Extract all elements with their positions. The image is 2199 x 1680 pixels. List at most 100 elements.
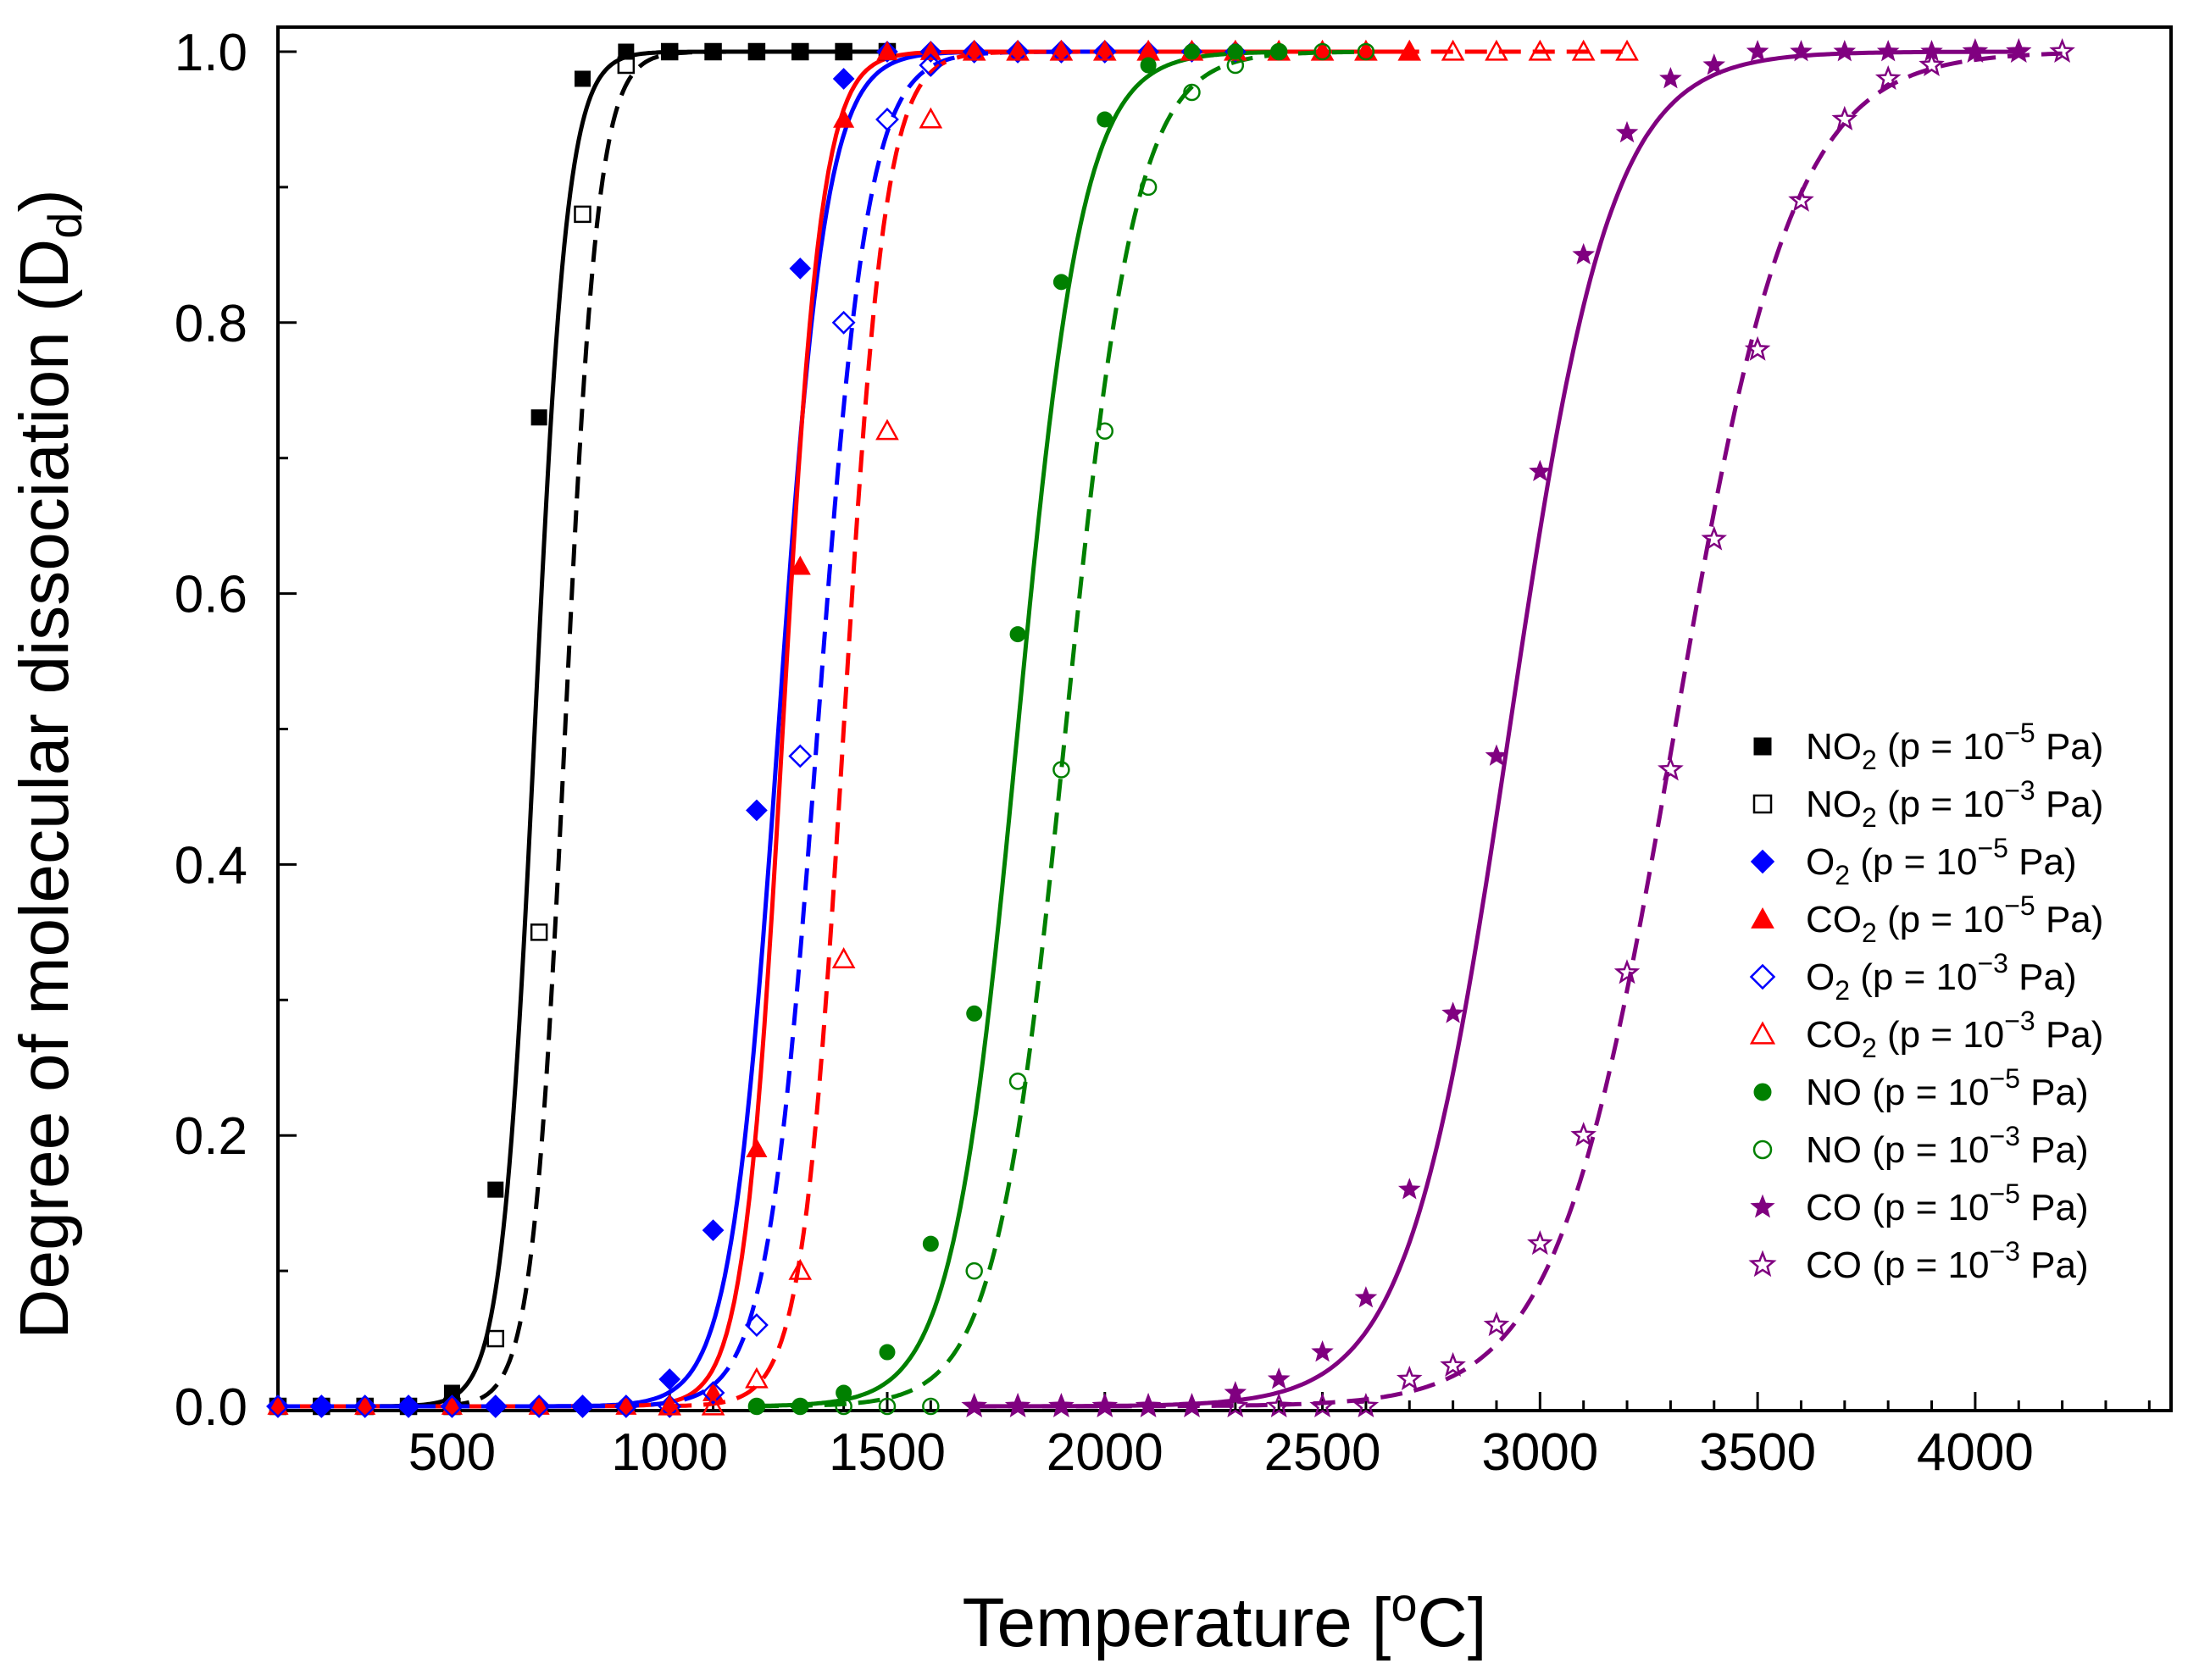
data-point bbox=[1183, 83, 1201, 102]
data-point bbox=[1485, 744, 1508, 766]
x-tick-label: 500 bbox=[408, 1423, 496, 1482]
legend-label: NO (p = 10−3 Pa) bbox=[1806, 1121, 2089, 1171]
data-point bbox=[831, 947, 856, 968]
legend-label: CO2 (p = 10−5 Pa) bbox=[1806, 890, 2103, 948]
data-point bbox=[527, 1394, 552, 1418]
data-point bbox=[1527, 1229, 1553, 1256]
data-point bbox=[791, 1397, 809, 1416]
data-point bbox=[789, 555, 811, 575]
data-point bbox=[789, 257, 812, 280]
data-point bbox=[1092, 39, 1117, 61]
data-point bbox=[747, 42, 766, 61]
data-point bbox=[658, 1368, 681, 1390]
data-point bbox=[705, 43, 722, 60]
data-point bbox=[1441, 1001, 1464, 1023]
data-point bbox=[966, 1005, 983, 1022]
data-point bbox=[528, 1395, 550, 1415]
data-point bbox=[1357, 42, 1375, 61]
data-point bbox=[922, 1235, 939, 1252]
data-point bbox=[1702, 53, 1726, 75]
series-curve-5 bbox=[669, 49, 1627, 1409]
data-point bbox=[1265, 1392, 1292, 1418]
x-axis-title: Temperature [oC] bbox=[962, 1577, 1486, 1661]
data-point bbox=[1048, 1392, 1075, 1418]
data-point bbox=[1004, 1392, 1031, 1418]
data-point bbox=[267, 1395, 289, 1415]
plot-border bbox=[276, 25, 2173, 1412]
fit-curves bbox=[278, 49, 2063, 1409]
data-point bbox=[1009, 626, 1026, 643]
data-point bbox=[965, 1261, 983, 1280]
x-tick-label: 1500 bbox=[829, 1423, 946, 1482]
data-point bbox=[441, 1395, 463, 1415]
legend-label: NO (p = 10−5 Pa) bbox=[1806, 1063, 2089, 1113]
data-point bbox=[1788, 186, 1814, 212]
legend-label: CO2 (p = 10−3 Pa) bbox=[1806, 1006, 2103, 1063]
data-point bbox=[1354, 1286, 1378, 1308]
data-point bbox=[1139, 178, 1158, 197]
data-point bbox=[701, 1394, 725, 1416]
legend-label: CO (p = 10−5 Pa) bbox=[1806, 1178, 2089, 1228]
data-point bbox=[617, 56, 636, 75]
data-point bbox=[701, 1381, 725, 1405]
series-curve-2 bbox=[278, 49, 1236, 1409]
y-tick-label: 0.6 bbox=[175, 566, 247, 624]
data-point bbox=[1396, 1365, 1423, 1391]
data-point bbox=[919, 53, 943, 77]
data-point bbox=[836, 43, 852, 60]
data-point bbox=[836, 1384, 852, 1401]
data-point bbox=[1615, 120, 1639, 143]
data-point bbox=[1440, 1351, 1466, 1378]
data-point bbox=[1269, 42, 1288, 61]
x-tick-label: 2000 bbox=[1047, 1423, 1163, 1482]
data-point bbox=[661, 43, 678, 60]
x-tick-label: 2500 bbox=[1264, 1423, 1381, 1482]
x-tick-label: 1000 bbox=[611, 1423, 728, 1482]
data-point bbox=[1309, 1392, 1336, 1418]
legend-label: O2 (p = 10−3 Pa) bbox=[1806, 948, 2077, 1006]
data-point bbox=[570, 1394, 595, 1418]
data-point bbox=[1092, 40, 1117, 64]
data-point bbox=[791, 42, 809, 61]
data-point bbox=[574, 205, 591, 224]
data-point bbox=[1529, 459, 1552, 482]
legend-marker bbox=[1750, 1194, 1775, 1218]
data-point bbox=[1962, 37, 1989, 64]
data-point bbox=[1790, 40, 1813, 62]
data-point bbox=[919, 107, 943, 129]
data-point bbox=[791, 43, 808, 60]
data-point bbox=[1701, 525, 1728, 551]
data-point bbox=[702, 1219, 725, 1241]
data-point bbox=[1227, 43, 1244, 60]
data-point bbox=[1091, 1392, 1119, 1418]
data-point bbox=[487, 1181, 504, 1198]
data-point bbox=[1313, 42, 1331, 61]
legend-marker bbox=[1753, 1083, 1772, 1101]
series-curve-4 bbox=[278, 49, 1105, 1409]
legend-marker bbox=[1752, 1139, 1773, 1160]
legend-marker bbox=[1752, 794, 1773, 814]
data-point bbox=[788, 744, 813, 768]
data-point bbox=[1483, 1311, 1510, 1337]
data-point bbox=[1570, 1122, 1596, 1147]
legend-marker bbox=[1748, 1250, 1777, 1278]
data-point bbox=[530, 409, 547, 426]
data-point bbox=[745, 1313, 769, 1337]
data-point bbox=[1876, 40, 1900, 62]
plot-frame bbox=[276, 25, 2173, 1412]
series-curve-6 bbox=[756, 50, 1280, 1408]
legend-marker bbox=[1749, 963, 1776, 990]
data-point bbox=[1441, 39, 1465, 61]
data-point bbox=[1006, 40, 1030, 64]
data-point bbox=[1571, 39, 1596, 61]
data-point bbox=[615, 1395, 637, 1415]
y-tick-label: 0.8 bbox=[175, 295, 247, 353]
data-point bbox=[309, 1394, 334, 1418]
data-point bbox=[833, 108, 855, 128]
legend-marker bbox=[1749, 1021, 1776, 1045]
data-point bbox=[875, 108, 899, 131]
series-curve-7 bbox=[756, 49, 1366, 1409]
data-point bbox=[745, 1367, 769, 1389]
data-point bbox=[484, 1395, 507, 1417]
data-point bbox=[876, 41, 898, 60]
